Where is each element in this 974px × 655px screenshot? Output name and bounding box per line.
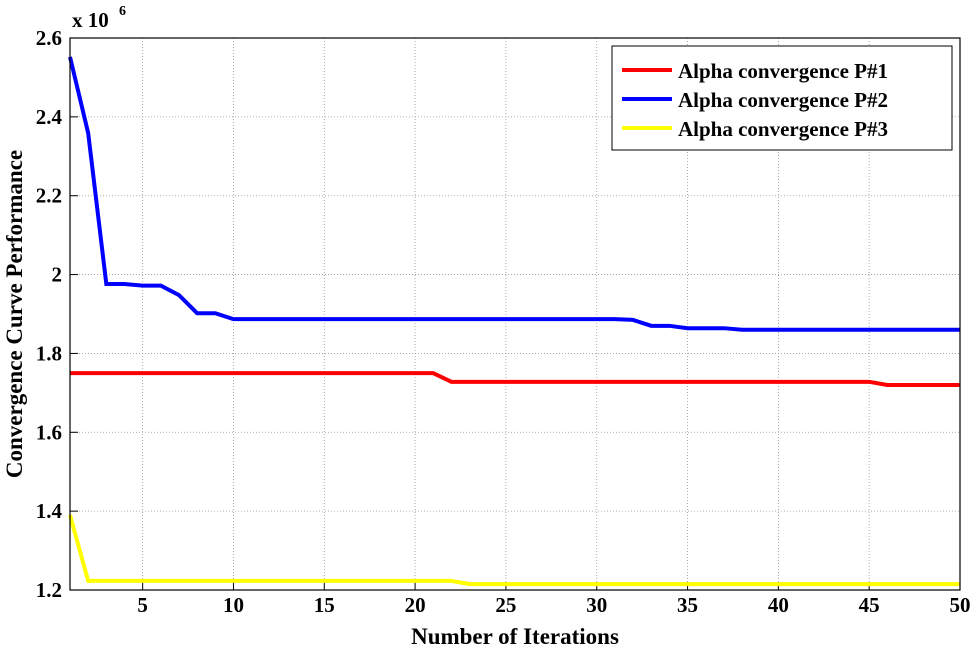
x-tick-label: 5 [137, 593, 148, 617]
x-tick-label: 40 [768, 593, 789, 617]
x-tick-label: 35 [677, 593, 698, 617]
series-line [68, 56, 960, 332]
legend-label: Alpha convergence P#1 [678, 59, 888, 83]
y-tick-label: 2.6 [36, 26, 62, 50]
x-tick-label: 30 [586, 593, 607, 617]
x-tick-label: 10 [223, 593, 244, 617]
y-tick-label: 2 [52, 263, 63, 287]
y-tick-label: 1.8 [36, 341, 62, 365]
x-tick-label: 15 [314, 593, 335, 617]
legend-label: Alpha convergence P#3 [678, 117, 888, 141]
x-tick-label: 45 [859, 593, 880, 617]
y-tick-label: 1.6 [36, 420, 62, 444]
x-tick-label: 50 [950, 593, 971, 617]
y-tick-label: 2.2 [36, 184, 62, 208]
x-tick-label: 25 [495, 593, 516, 617]
legend-label: Alpha convergence P#2 [678, 88, 888, 112]
y-multiplier-exponent: 6 [119, 4, 126, 19]
y-tick-label: 1.2 [36, 578, 62, 602]
x-tick-label: 20 [405, 593, 426, 617]
y-tick-label: 1.4 [36, 499, 63, 523]
series-line [70, 371, 960, 387]
series-line [68, 514, 960, 587]
y-tick-label: 2.4 [36, 105, 63, 129]
y-axis-label: Convergence Curve Performance [2, 150, 27, 478]
y-multiplier: x 10 [72, 8, 109, 32]
plot-border [69, 37, 961, 591]
x-axis-label: Number of Iterations [411, 624, 619, 649]
